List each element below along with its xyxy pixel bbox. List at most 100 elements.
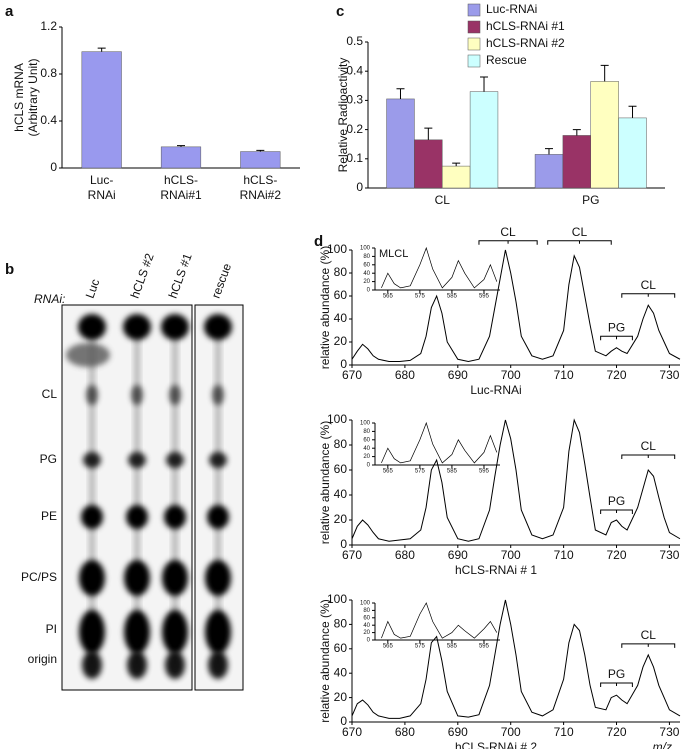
spectrum-line <box>351 249 681 363</box>
legend-label: hCLS-RNAi #1 <box>486 19 565 33</box>
bar <box>240 151 281 169</box>
bracket <box>478 240 538 245</box>
y-axis-label: (Arbitrary Unit) <box>26 58 40 136</box>
y-tick-label: 0 <box>367 638 371 644</box>
y-tick-label: 1.2 <box>40 19 57 33</box>
y-tick-label: 0 <box>367 288 371 294</box>
x-tick-label: 670 <box>342 548 362 562</box>
x-tick-label: 595 <box>479 469 490 475</box>
annotation: CL <box>641 628 657 642</box>
x-tick-label: 690 <box>448 368 468 382</box>
x-tick-label: 565 <box>383 469 394 475</box>
x-tick-label: Luc- <box>90 173 113 187</box>
band-label: PG <box>40 452 57 466</box>
bar <box>534 154 564 189</box>
y-tick-label: 20 <box>363 454 370 460</box>
smear <box>215 330 221 670</box>
x-tick-label: 565 <box>383 644 394 650</box>
y-tick-label: 0.1 <box>346 151 363 165</box>
x-tick-label: RNAi <box>88 188 116 202</box>
x-tick-label: 720 <box>607 368 627 382</box>
y-tick-label: 80 <box>334 437 348 451</box>
error-bar <box>256 149 265 152</box>
y-axis-label: relative abundance (%) <box>318 421 332 544</box>
x-tick-label: 700 <box>501 368 521 382</box>
bracket <box>621 454 676 459</box>
error-bar <box>424 127 433 140</box>
lane-label: Luc <box>83 277 103 300</box>
annotation: PG <box>608 320 625 334</box>
y-tick-label: 60 <box>334 288 348 302</box>
x-tick-label: 585 <box>447 294 458 300</box>
x-tick-label: hCLS- <box>243 173 277 187</box>
y-tick-label: 60 <box>363 262 370 268</box>
band-label: PI <box>46 622 57 636</box>
y-tick-label: 100 <box>360 601 371 607</box>
panel-label: b <box>5 261 14 278</box>
y-tick-label: 80 <box>334 617 348 631</box>
y-tick-label: 80 <box>334 265 348 279</box>
x-tick-label: RNAi#1 <box>160 188 202 202</box>
y-tick-label: 20 <box>363 630 370 636</box>
spot <box>204 314 232 340</box>
legend-swatch <box>467 37 481 51</box>
x-tick-label: 575 <box>415 469 426 475</box>
bar <box>414 139 443 189</box>
bar <box>590 81 619 189</box>
y-tick-label: 40 <box>334 665 348 679</box>
y-axis-label: relative abundance (%) <box>318 599 332 722</box>
error-bar <box>600 64 609 82</box>
y-tick-label: 80 <box>363 608 370 614</box>
y-tick-label: 60 <box>334 462 348 476</box>
bracket <box>621 293 676 298</box>
spectrum-line <box>381 602 498 639</box>
x-tick-label: 720 <box>607 548 627 562</box>
bracket <box>621 643 676 648</box>
y-tick-label: 60 <box>334 641 348 655</box>
error-bar <box>97 47 106 52</box>
x-tick-label: 585 <box>447 644 458 650</box>
bar <box>81 51 122 169</box>
bracket <box>600 509 633 514</box>
error-bar <box>628 105 637 118</box>
y-tick-label: 100 <box>327 412 347 426</box>
spot <box>78 314 106 340</box>
band-label: PC/PS <box>21 570 57 584</box>
y-tick-label: 20 <box>334 512 348 526</box>
annotation: CL <box>500 225 516 239</box>
bracket <box>600 335 633 341</box>
y-tick-label: 0.4 <box>346 63 363 77</box>
row-label: RNAi: <box>34 292 65 306</box>
y-tick-label: 40 <box>363 446 370 452</box>
bar <box>618 117 647 189</box>
error-bar <box>572 129 581 136</box>
y-tick-label: 0 <box>340 357 347 371</box>
x-tick-label: 730 <box>659 548 679 562</box>
y-tick-label: 80 <box>363 254 370 260</box>
y-tick-label: 40 <box>363 623 370 629</box>
x-tick-label: CL <box>435 193 451 207</box>
y-tick-label: 20 <box>334 334 348 348</box>
bar <box>469 91 499 189</box>
x-tick-label: 690 <box>448 548 468 562</box>
bracket <box>547 240 612 245</box>
y-tick-label: 0.4 <box>40 113 57 127</box>
x-tick-label: 720 <box>607 725 627 739</box>
spectrum-line <box>351 599 681 719</box>
x-unit: m/z <box>653 740 672 749</box>
error-bar <box>480 76 489 92</box>
annotation: CL <box>641 278 657 292</box>
bar <box>160 146 202 169</box>
panel-label: d <box>314 233 323 250</box>
y-tick-label: 20 <box>334 690 348 704</box>
panel-label: a <box>5 3 14 20</box>
y-tick-label: 0.8 <box>40 66 57 80</box>
x-tick-label: 680 <box>395 548 415 562</box>
spectrum-line <box>381 421 498 464</box>
annotation: CL <box>572 225 588 239</box>
bar <box>562 135 591 189</box>
y-tick-label: 100 <box>360 246 371 252</box>
x-tick-label: 680 <box>395 725 415 739</box>
y-tick-label: 100 <box>327 242 347 256</box>
